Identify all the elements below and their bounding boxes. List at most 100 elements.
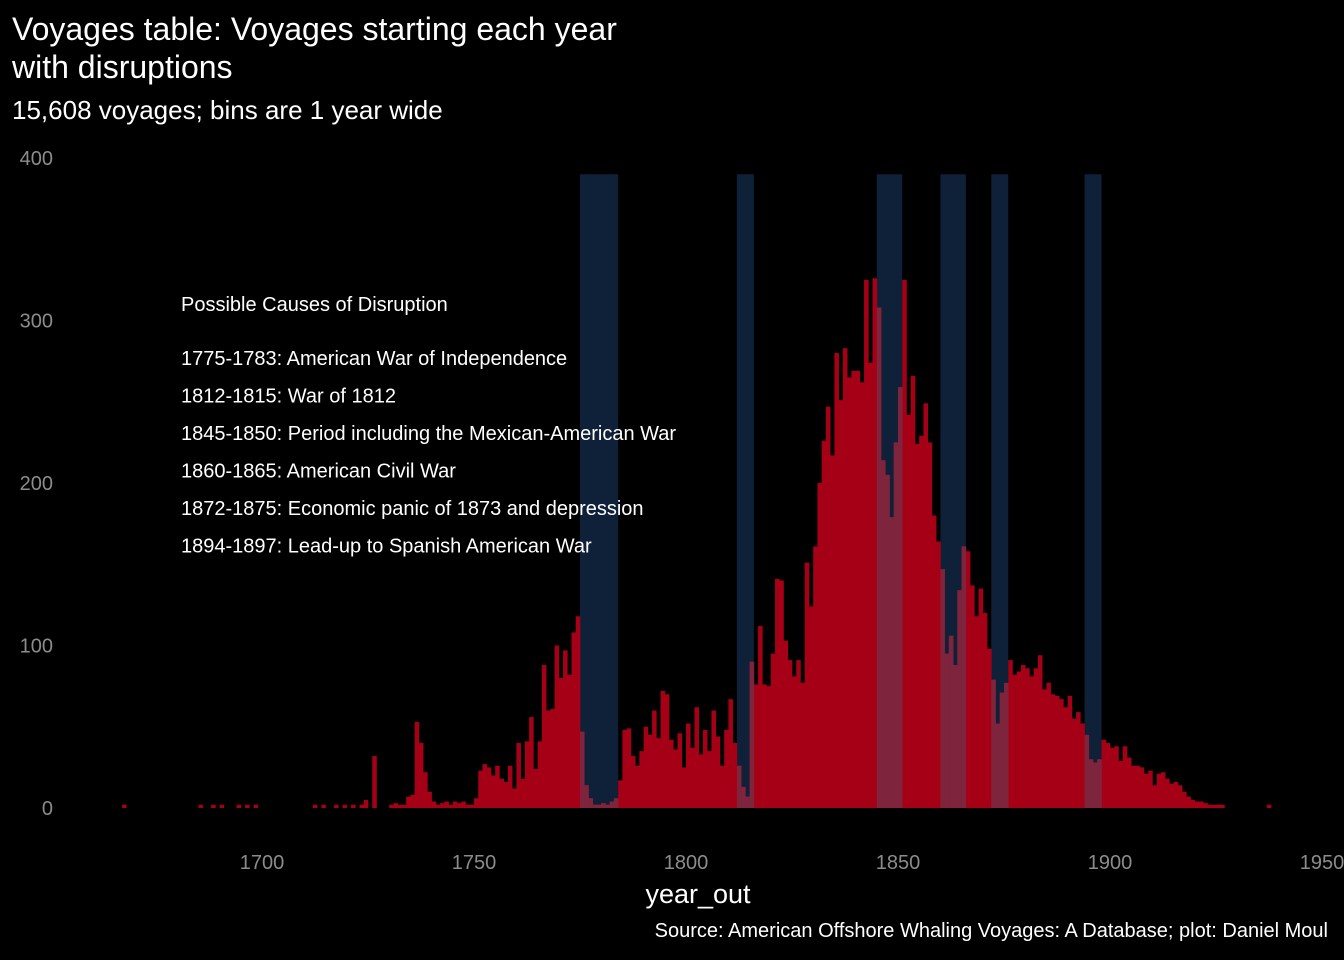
bar bbox=[423, 772, 428, 808]
bar bbox=[626, 728, 632, 808]
bar bbox=[550, 708, 555, 808]
bar bbox=[842, 348, 848, 808]
bar bbox=[931, 515, 937, 808]
bar-overlap bbox=[1097, 759, 1102, 808]
bar bbox=[1050, 694, 1056, 808]
bar-overlap bbox=[613, 798, 619, 808]
bar bbox=[1012, 674, 1018, 808]
bar-overlap bbox=[948, 635, 954, 808]
annotation-line: 1812-1815: War of 1812 bbox=[181, 386, 396, 408]
bar bbox=[643, 726, 649, 808]
bar bbox=[122, 804, 127, 808]
bar bbox=[486, 767, 492, 808]
bar bbox=[563, 650, 568, 808]
bar bbox=[1114, 746, 1119, 808]
bar bbox=[418, 743, 424, 808]
annotation-title: Possible Causes of Disruption bbox=[181, 294, 448, 316]
y-tick-label: 100 bbox=[20, 636, 53, 658]
bar bbox=[753, 684, 759, 808]
bar-overlap bbox=[596, 804, 602, 808]
bar bbox=[503, 782, 509, 808]
bar bbox=[1165, 778, 1170, 808]
bar bbox=[808, 606, 814, 808]
bar-overlap bbox=[961, 546, 967, 808]
chart-caption: Source: American Offshore Whaling Voyage… bbox=[654, 920, 1328, 942]
bar bbox=[444, 801, 449, 808]
x-tick-label: 1750 bbox=[452, 852, 497, 874]
bar-overlap bbox=[999, 692, 1005, 808]
bar bbox=[982, 613, 988, 808]
bar bbox=[838, 400, 844, 808]
bar bbox=[770, 653, 776, 808]
bar bbox=[245, 804, 250, 808]
bar bbox=[851, 370, 856, 808]
bar bbox=[987, 648, 992, 808]
bar bbox=[792, 676, 797, 808]
bar bbox=[804, 562, 810, 808]
bar bbox=[1059, 699, 1064, 808]
bar bbox=[414, 721, 420, 808]
bar bbox=[817, 483, 822, 808]
bar bbox=[211, 804, 216, 808]
disruption-band bbox=[736, 174, 754, 808]
x-tick-label: 1850 bbox=[876, 852, 921, 874]
bar bbox=[520, 778, 526, 808]
bar bbox=[919, 435, 924, 808]
bar bbox=[1080, 723, 1085, 808]
bar bbox=[1194, 801, 1200, 808]
annotation-line: 1860-1865: American Civil War bbox=[181, 461, 456, 483]
bar bbox=[427, 791, 432, 808]
x-tick-label: 1800 bbox=[664, 852, 709, 874]
bar bbox=[783, 640, 789, 808]
bar bbox=[639, 751, 644, 808]
bar bbox=[1190, 799, 1196, 808]
bar bbox=[635, 765, 640, 808]
x-axis: 1700 1750 1800 1850 1900 1950 bbox=[240, 852, 1344, 874]
bar-overlap bbox=[592, 804, 598, 808]
bar bbox=[974, 616, 979, 808]
bar bbox=[1016, 671, 1022, 808]
bar bbox=[1042, 689, 1047, 808]
bar bbox=[1160, 772, 1166, 808]
bar bbox=[575, 616, 581, 808]
bar bbox=[1118, 760, 1124, 808]
bar bbox=[1207, 804, 1213, 808]
bar bbox=[686, 723, 691, 808]
bar bbox=[452, 801, 458, 808]
bar bbox=[1122, 746, 1128, 808]
bar bbox=[482, 764, 488, 808]
bar bbox=[732, 743, 738, 808]
bar bbox=[537, 741, 543, 808]
bar bbox=[1135, 765, 1140, 808]
bar bbox=[902, 279, 907, 808]
bar bbox=[1173, 782, 1179, 808]
bar bbox=[495, 765, 500, 808]
bar bbox=[864, 279, 869, 808]
bar bbox=[1131, 765, 1136, 808]
bar bbox=[1008, 660, 1013, 808]
bar bbox=[440, 803, 445, 808]
bar-overlap bbox=[881, 460, 886, 808]
annotation-line: 1894-1897: Lead-up to Spanish American W… bbox=[181, 536, 592, 558]
bar bbox=[978, 588, 984, 808]
x-tick-label: 1950 bbox=[1300, 852, 1344, 874]
bar bbox=[1101, 739, 1107, 808]
bar bbox=[719, 765, 725, 808]
bar bbox=[1156, 773, 1162, 808]
bar-overlap bbox=[588, 798, 594, 808]
bar bbox=[372, 756, 377, 808]
annotation-line: 1872-1875: Economic panic of 1873 and de… bbox=[181, 498, 644, 520]
bar bbox=[1054, 695, 1060, 808]
bar bbox=[516, 743, 521, 808]
bar-overlap bbox=[584, 785, 589, 808]
bar bbox=[647, 734, 653, 808]
bar bbox=[312, 804, 318, 808]
bar bbox=[1139, 767, 1145, 808]
bar bbox=[461, 801, 466, 808]
bar-overlap bbox=[749, 661, 755, 808]
bar bbox=[821, 440, 827, 808]
bar-overlap bbox=[745, 796, 750, 808]
bar-overlap bbox=[605, 804, 610, 808]
bar bbox=[677, 733, 683, 808]
bar bbox=[469, 804, 475, 808]
